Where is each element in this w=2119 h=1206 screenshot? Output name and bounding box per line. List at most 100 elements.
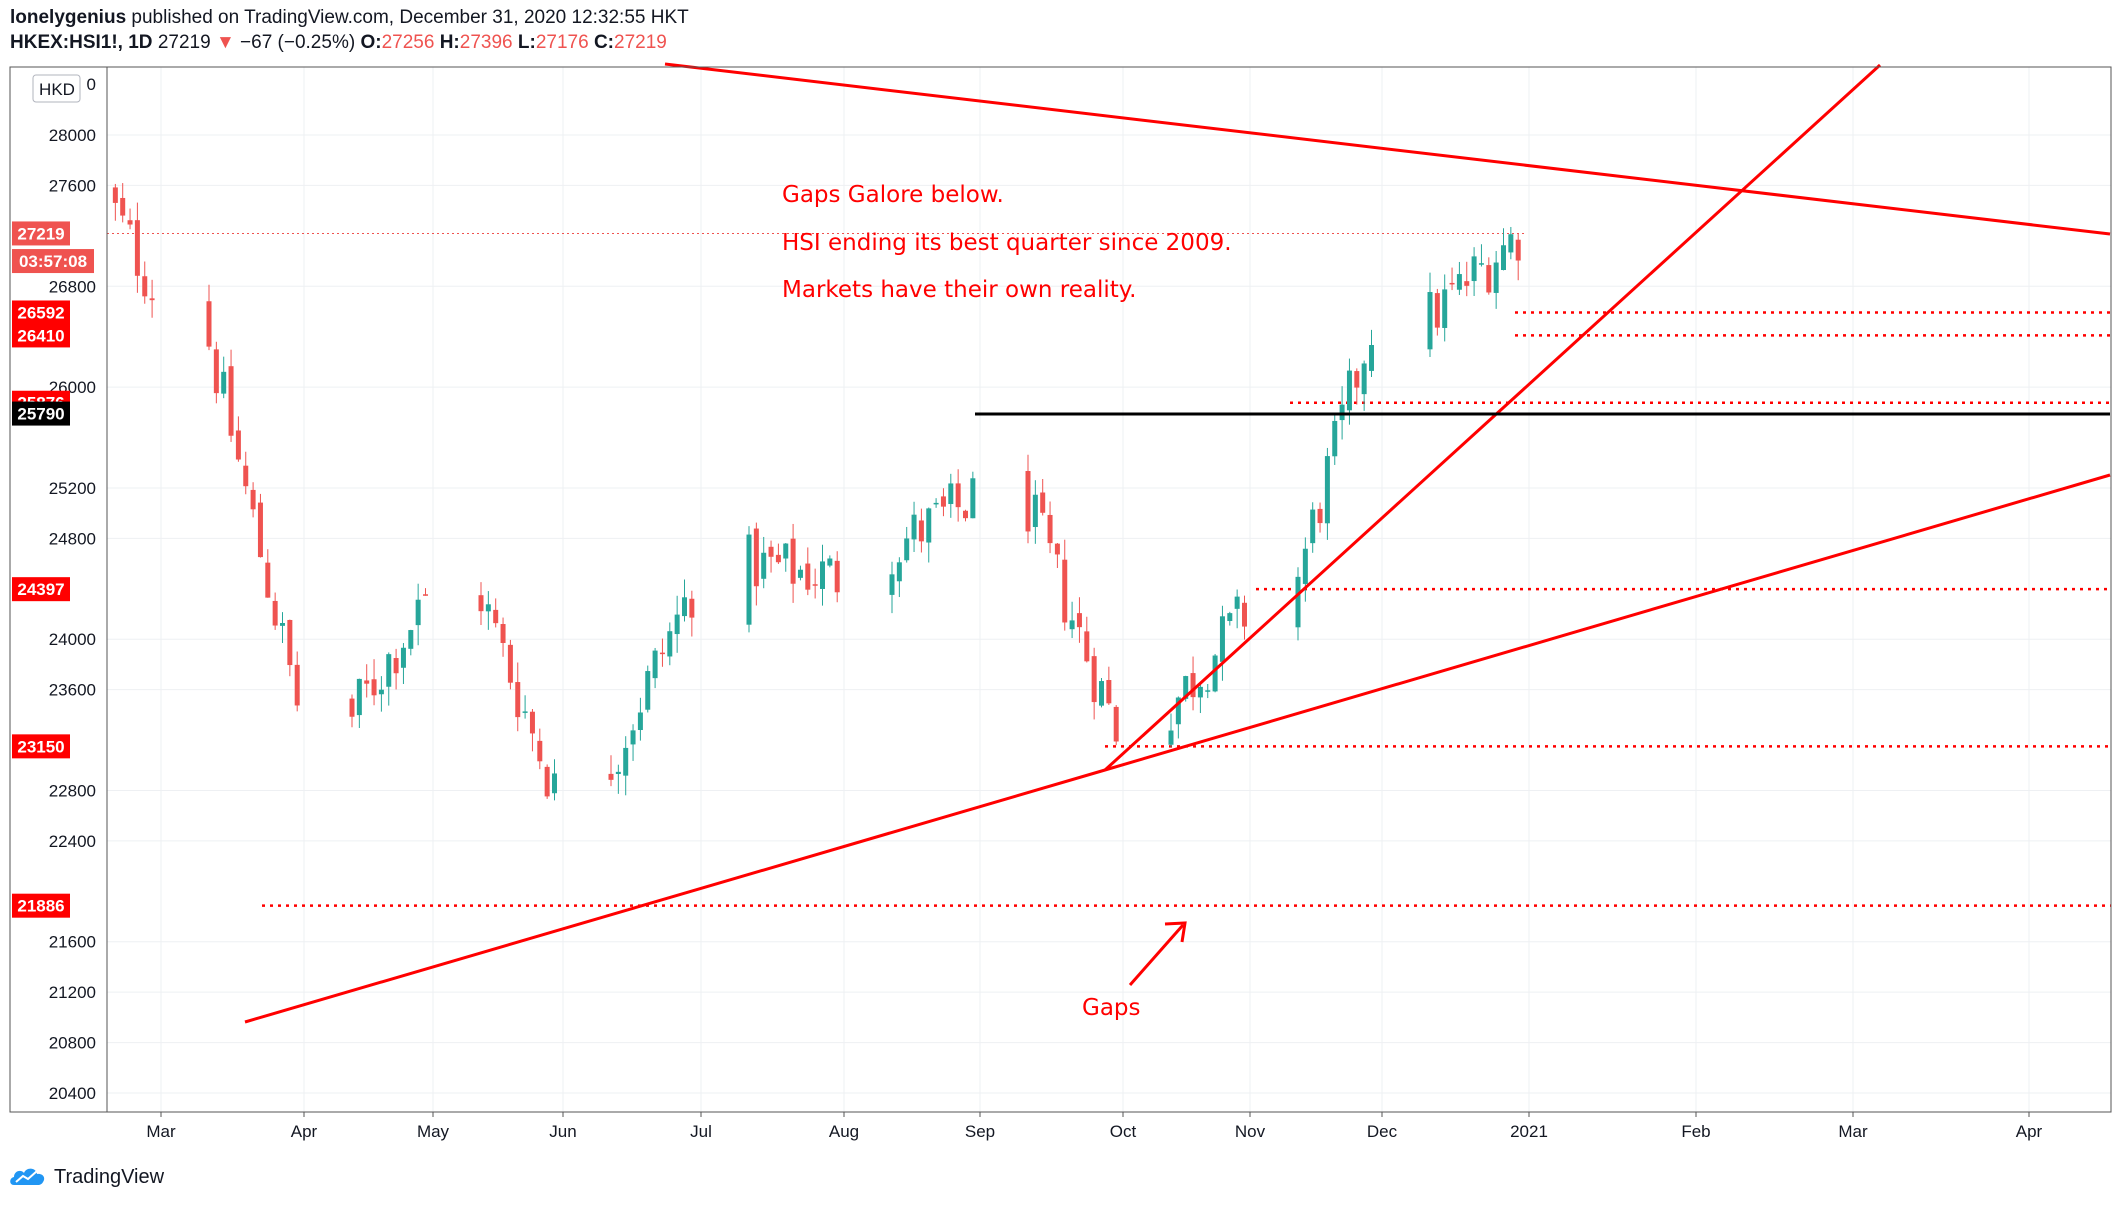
close-value: 27219: [614, 32, 667, 53]
open-label: O:: [360, 32, 382, 53]
candle-body: [1227, 613, 1233, 622]
y-tick-label: 25200: [49, 479, 96, 498]
candle-body: [515, 682, 521, 718]
candle-body: [1508, 234, 1514, 253]
candle-body: [393, 658, 399, 674]
candle-body: [265, 562, 271, 598]
candle-body: [1471, 256, 1477, 282]
candle-body: [378, 689, 384, 695]
candle-body: [805, 563, 811, 590]
candle-body: [1099, 681, 1104, 706]
steep-support-trendline[interactable]: [1103, 63, 1882, 772]
candle-body: [674, 614, 680, 635]
author-name[interactable]: lonelygenius: [10, 7, 127, 28]
candle-body: [529, 711, 535, 734]
symbol-interval[interactable]: HKEX:HSI1!, 1D: [10, 32, 153, 53]
candle-body: [206, 301, 212, 347]
candle-body: [1091, 656, 1097, 703]
y-tick-label: 24800: [49, 529, 96, 548]
candle-body: [1040, 492, 1046, 513]
price-change: −67 (−0.25%): [240, 32, 356, 53]
candle-body: [827, 558, 833, 566]
candle-body: [1175, 697, 1181, 725]
publish-info: lonelygenius published on TradingView.co…: [10, 6, 689, 30]
price-label-text: 24397: [17, 580, 64, 599]
down-arrow-icon: ▼: [215, 32, 235, 53]
resistance-trendline[interactable]: [664, 62, 2111, 236]
candle-body: [415, 599, 421, 626]
candle-body: [1062, 559, 1068, 623]
y-tick-label: 22400: [49, 832, 96, 851]
last-price: 27219: [157, 32, 211, 53]
x-axis-ticks: Mar Apr May Jun Jul Aug Sep Oct Nov Dec 2021 Feb Mar…: [146, 1112, 2043, 1141]
price-labels: 2721903:57:08265922641025876257902439723…: [12, 221, 94, 918]
candle-body: [294, 664, 300, 706]
x-tick-label: Dec: [1367, 1122, 1398, 1141]
drawings: Gaps Galore below. HSI ending its best q…: [244, 62, 2111, 1024]
low-value: 27176: [535, 32, 589, 53]
x-tick-label: Apr: [291, 1122, 318, 1141]
price-label-box: [12, 734, 70, 759]
candle-body: [507, 644, 513, 683]
high-label: H:: [439, 32, 460, 53]
plot-frame: [9, 66, 2112, 1113]
currency-label: HKD: [39, 80, 75, 99]
candle-body: [1302, 548, 1308, 584]
y-tick-label: 22800: [49, 781, 96, 800]
candle-body: [659, 652, 665, 655]
candle-body: [896, 562, 902, 582]
candle-body: [1076, 613, 1082, 628]
candle-body: [1212, 655, 1218, 692]
y-tick-label: 27600: [49, 176, 96, 195]
candle-body: [112, 187, 118, 203]
annotation-line-2: HSI ending its best quarter since 2009.: [782, 230, 1232, 256]
x-tick-label: Mar: [1838, 1122, 1868, 1141]
gap-arrow-head: [1164, 921, 1187, 943]
ohlc-legend: HKEX:HSI1!, 1D 27219 ▼ −67 (−0.25%) O: 27…: [10, 30, 689, 56]
candle-body: [1442, 289, 1448, 328]
x-tick-label: Jul: [690, 1122, 712, 1141]
candle-body: [478, 595, 484, 612]
candle-body: [812, 584, 818, 586]
x-tick-label: Oct: [1110, 1122, 1137, 1141]
gaps-arrow-label: Gaps: [1082, 995, 1141, 1021]
y-tick-label: 28000: [49, 126, 96, 145]
annotation-line-1: Gaps Galore below.: [782, 182, 1004, 208]
x-tick-label: Apr: [2016, 1122, 2043, 1141]
candle-body: [250, 489, 256, 510]
x-tick-label: Aug: [829, 1122, 859, 1141]
candle-body: [1197, 686, 1203, 698]
low-label: L:: [517, 32, 536, 53]
price-label-box: [12, 300, 70, 325]
price-label-text: 23150: [17, 737, 64, 756]
long-support-trendline[interactable]: [244, 473, 2111, 1024]
candle-body: [1354, 371, 1360, 388]
tradingview-cloud-icon: [10, 1168, 45, 1185]
price-label-text: 26410: [17, 326, 64, 345]
candle-body: [1324, 456, 1330, 524]
candle-body: [820, 561, 825, 589]
y-tick-label: 24000: [49, 630, 96, 649]
candle-body: [149, 298, 155, 301]
chart-header: lonelygenius published on TradingView.co…: [10, 6, 689, 56]
candle-body: [213, 349, 219, 394]
candle-body: [904, 538, 910, 561]
candle-body: [1369, 345, 1374, 371]
gap-arrow: [1128, 924, 1185, 986]
x-tick-label: May: [417, 1122, 450, 1141]
candle-body: [948, 483, 954, 505]
candle-body: [1113, 706, 1119, 742]
candle-body: [1486, 265, 1492, 293]
candle-body: [386, 654, 392, 687]
tradingview-footer[interactable]: TradingView: [8, 1165, 164, 1189]
candle-body: [120, 197, 126, 216]
candle-body: [918, 520, 924, 542]
close-label: C:: [593, 32, 614, 53]
y-tick-label: 26800: [49, 277, 96, 296]
candle-body: [689, 598, 695, 618]
price-label-box: [12, 401, 70, 426]
price-label-text: 27219: [17, 224, 64, 243]
candle-body: [235, 430, 241, 460]
candle-body: [1183, 676, 1189, 699]
